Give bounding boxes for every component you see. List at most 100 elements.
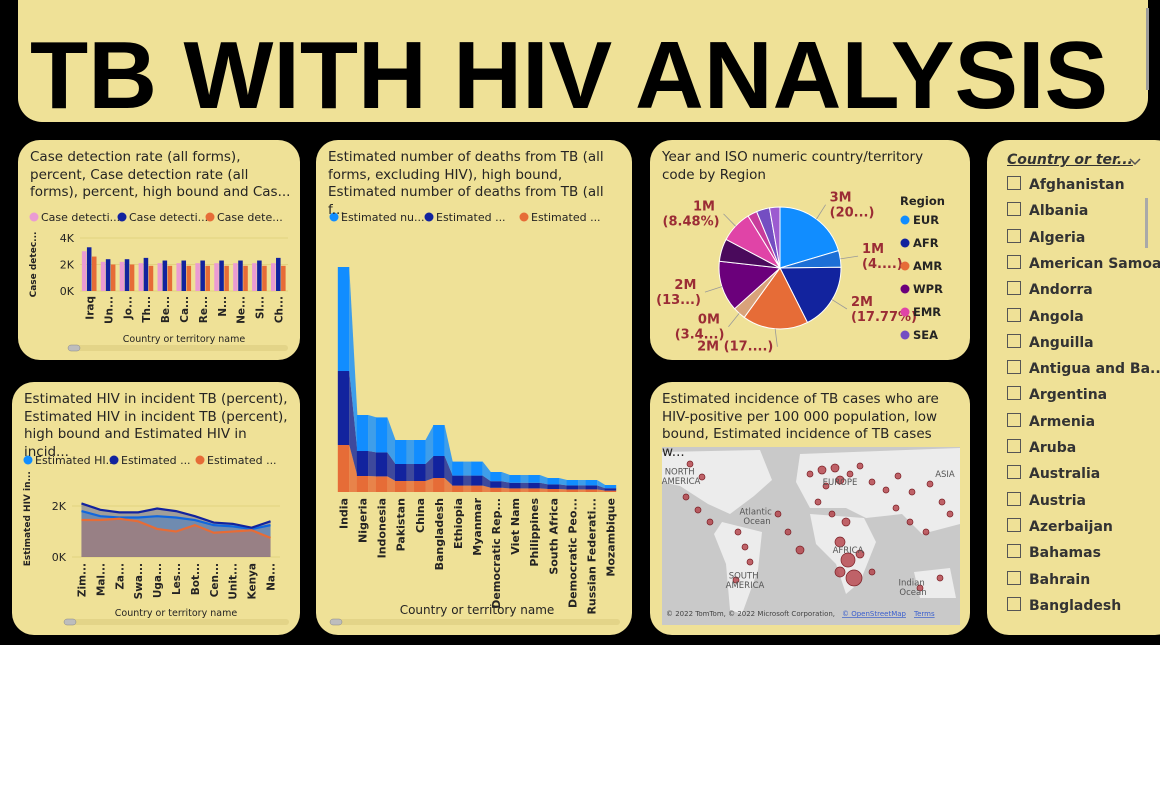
map-bubble [806, 470, 814, 478]
ribbon-connector [463, 475, 472, 486]
x-tick-label: Cen... [209, 563, 221, 597]
checkbox[interactable] [1007, 360, 1021, 375]
x-tick-label: Be... [160, 296, 172, 323]
legend-label: AFR [913, 236, 939, 250]
bar [281, 265, 286, 291]
slicer-item[interactable]: Argentina [1007, 386, 1107, 403]
checkbox[interactable] [1007, 333, 1021, 348]
x-tick-label: Democratic Rep... [490, 498, 503, 609]
ribbon-connector [578, 485, 587, 490]
legend-marker [29, 212, 39, 222]
checkbox[interactable] [1007, 412, 1021, 427]
slicer-item-label: Andorra [1029, 282, 1093, 299]
line [81, 510, 271, 531]
checkbox[interactable] [1007, 570, 1021, 585]
bar [252, 263, 257, 291]
ribbon-segment [528, 482, 540, 489]
ribbon-connector [444, 478, 453, 492]
slicer-item-label: Antigua and Ba... [1029, 361, 1160, 378]
map-bubble [686, 460, 694, 468]
legend-label: EUR [913, 213, 939, 227]
slicer-item[interactable]: Bahamas [1007, 544, 1101, 561]
checkbox[interactable] [1007, 386, 1021, 401]
bar [233, 263, 238, 291]
checkbox[interactable] [1007, 517, 1021, 532]
slicer-item[interactable]: Aruba [1007, 439, 1076, 456]
slicer-item-label: Bahamas [1029, 545, 1101, 562]
legend-marker [117, 212, 127, 222]
map-bubble [795, 545, 805, 555]
slicer-item[interactable]: Antigua and Ba... [1007, 360, 1160, 377]
ribbon-connector [597, 480, 606, 489]
chevron[interactable] [1129, 158, 1141, 166]
slicer-item[interactable]: Austria [1007, 491, 1086, 509]
slicer-item[interactable]: Angola [1007, 307, 1084, 325]
slicer-item[interactable]: Algeria [1007, 228, 1085, 246]
checkbox[interactable] [1007, 228, 1021, 243]
slicer-item[interactable]: Anguilla [1007, 333, 1094, 351]
legend-label: Case dete... [217, 211, 283, 224]
x-tick-label: Mal... [95, 563, 107, 596]
legend-marker [519, 212, 529, 222]
slicer-item-label: Australia [1029, 466, 1101, 483]
map-bubble [846, 470, 854, 478]
legend-marker [900, 284, 910, 294]
slicer-title[interactable]: Country or ter... [1007, 152, 1133, 168]
slicer-item[interactable]: Andorra [1007, 281, 1093, 298]
ribbon-connector [425, 425, 434, 464]
ribbon-segment [414, 440, 426, 464]
ribbon-connector [387, 417, 396, 464]
map-bubble [906, 518, 914, 526]
x-tick-label: Ch... [274, 296, 286, 323]
ribbon-connector [558, 478, 568, 486]
map-bubble [926, 480, 934, 488]
checkbox[interactable] [1007, 596, 1021, 611]
bar [138, 263, 144, 291]
checkbox[interactable] [1007, 254, 1021, 269]
checkbox[interactable] [1007, 465, 1021, 480]
ribbon-segment [395, 440, 407, 464]
slicer-item[interactable]: Bahrain [1007, 570, 1090, 588]
legend-marker [900, 307, 910, 317]
slicer-item[interactable]: Albania [1007, 202, 1088, 219]
ribbon-connector [597, 485, 606, 491]
ribbon-segment [566, 480, 579, 486]
slicer-item[interactable]: Bangladesh [1007, 596, 1121, 614]
checkbox[interactable] [1007, 491, 1021, 506]
ribbon-connector [520, 475, 529, 483]
legend-marker [424, 212, 434, 222]
slicer-item-label: Afghanistan [1029, 177, 1125, 193]
checkbox[interactable] [1007, 281, 1021, 296]
ribbon-segment [585, 480, 598, 486]
legend-marker [23, 455, 33, 465]
map-bubble [835, 475, 845, 485]
checkbox[interactable] [1007, 202, 1021, 217]
area [81, 518, 271, 557]
checkbox[interactable] [1007, 439, 1021, 453]
slicer-item-label: Albania [1029, 203, 1089, 220]
map-bubble [882, 486, 890, 494]
slicer-item[interactable]: Azerbaijan [1007, 517, 1113, 535]
checkbox[interactable] [1007, 544, 1021, 559]
slicer-item[interactable]: Australia [1007, 465, 1100, 482]
ribbon-connector [444, 425, 453, 476]
slicer-item[interactable]: Afghanistan [1007, 176, 1125, 193]
chart-title: Estimated incidence of TB cases who are … [662, 391, 939, 460]
checkbox[interactable] [1007, 307, 1021, 322]
ribbon-connector [597, 489, 606, 492]
x-tick-label: Sl... [255, 296, 267, 319]
x-tick-label: Ca... [179, 296, 191, 323]
checkbox[interactable] [1007, 176, 1021, 190]
data-label: 2M (17....) [697, 340, 773, 355]
slicer-item[interactable]: American Samoa [1007, 254, 1160, 272]
ribbon-segment [433, 425, 445, 456]
ribbon-segment [452, 461, 464, 476]
slicer-item[interactable]: Armenia [1007, 412, 1095, 430]
bar [243, 265, 248, 291]
ribbon-segment [604, 488, 617, 491]
legend-label: Estimated ... [531, 211, 601, 224]
area-chart-panel: Estimated HI... Estimated ... Estimated ..… [12, 382, 300, 635]
ribbon-segment [509, 482, 521, 489]
x-tick-label: Ne... [236, 296, 248, 324]
ribbon-segment [471, 475, 483, 486]
